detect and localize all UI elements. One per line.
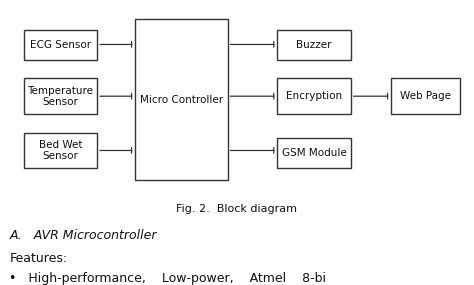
Bar <box>277 139 351 168</box>
Text: Encryption: Encryption <box>286 91 342 101</box>
Bar <box>24 30 97 60</box>
Text: ECG Sensor: ECG Sensor <box>30 40 91 50</box>
Text: Micro Controller: Micro Controller <box>140 95 223 105</box>
Text: Fig. 2.  Block diagram: Fig. 2. Block diagram <box>176 204 298 214</box>
Text: GSM Module: GSM Module <box>282 148 346 158</box>
Text: Buzzer: Buzzer <box>296 40 332 50</box>
Bar <box>277 30 351 60</box>
Bar <box>24 133 97 168</box>
Bar <box>277 78 351 114</box>
Text: •   High-performance,    Low-power,    Atmel    8-bi: • High-performance, Low-power, Atmel 8-b… <box>9 272 327 285</box>
Text: Temperature
Sensor: Temperature Sensor <box>27 86 93 107</box>
Bar <box>24 78 97 114</box>
Bar <box>135 19 228 180</box>
Text: A.   AVR Microcontroller: A. AVR Microcontroller <box>9 229 157 243</box>
Text: Web Page: Web Page <box>400 91 451 101</box>
Bar <box>391 78 460 114</box>
Text: Bed Wet
Sensor: Bed Wet Sensor <box>39 140 82 161</box>
Text: Features:: Features: <box>9 252 68 265</box>
